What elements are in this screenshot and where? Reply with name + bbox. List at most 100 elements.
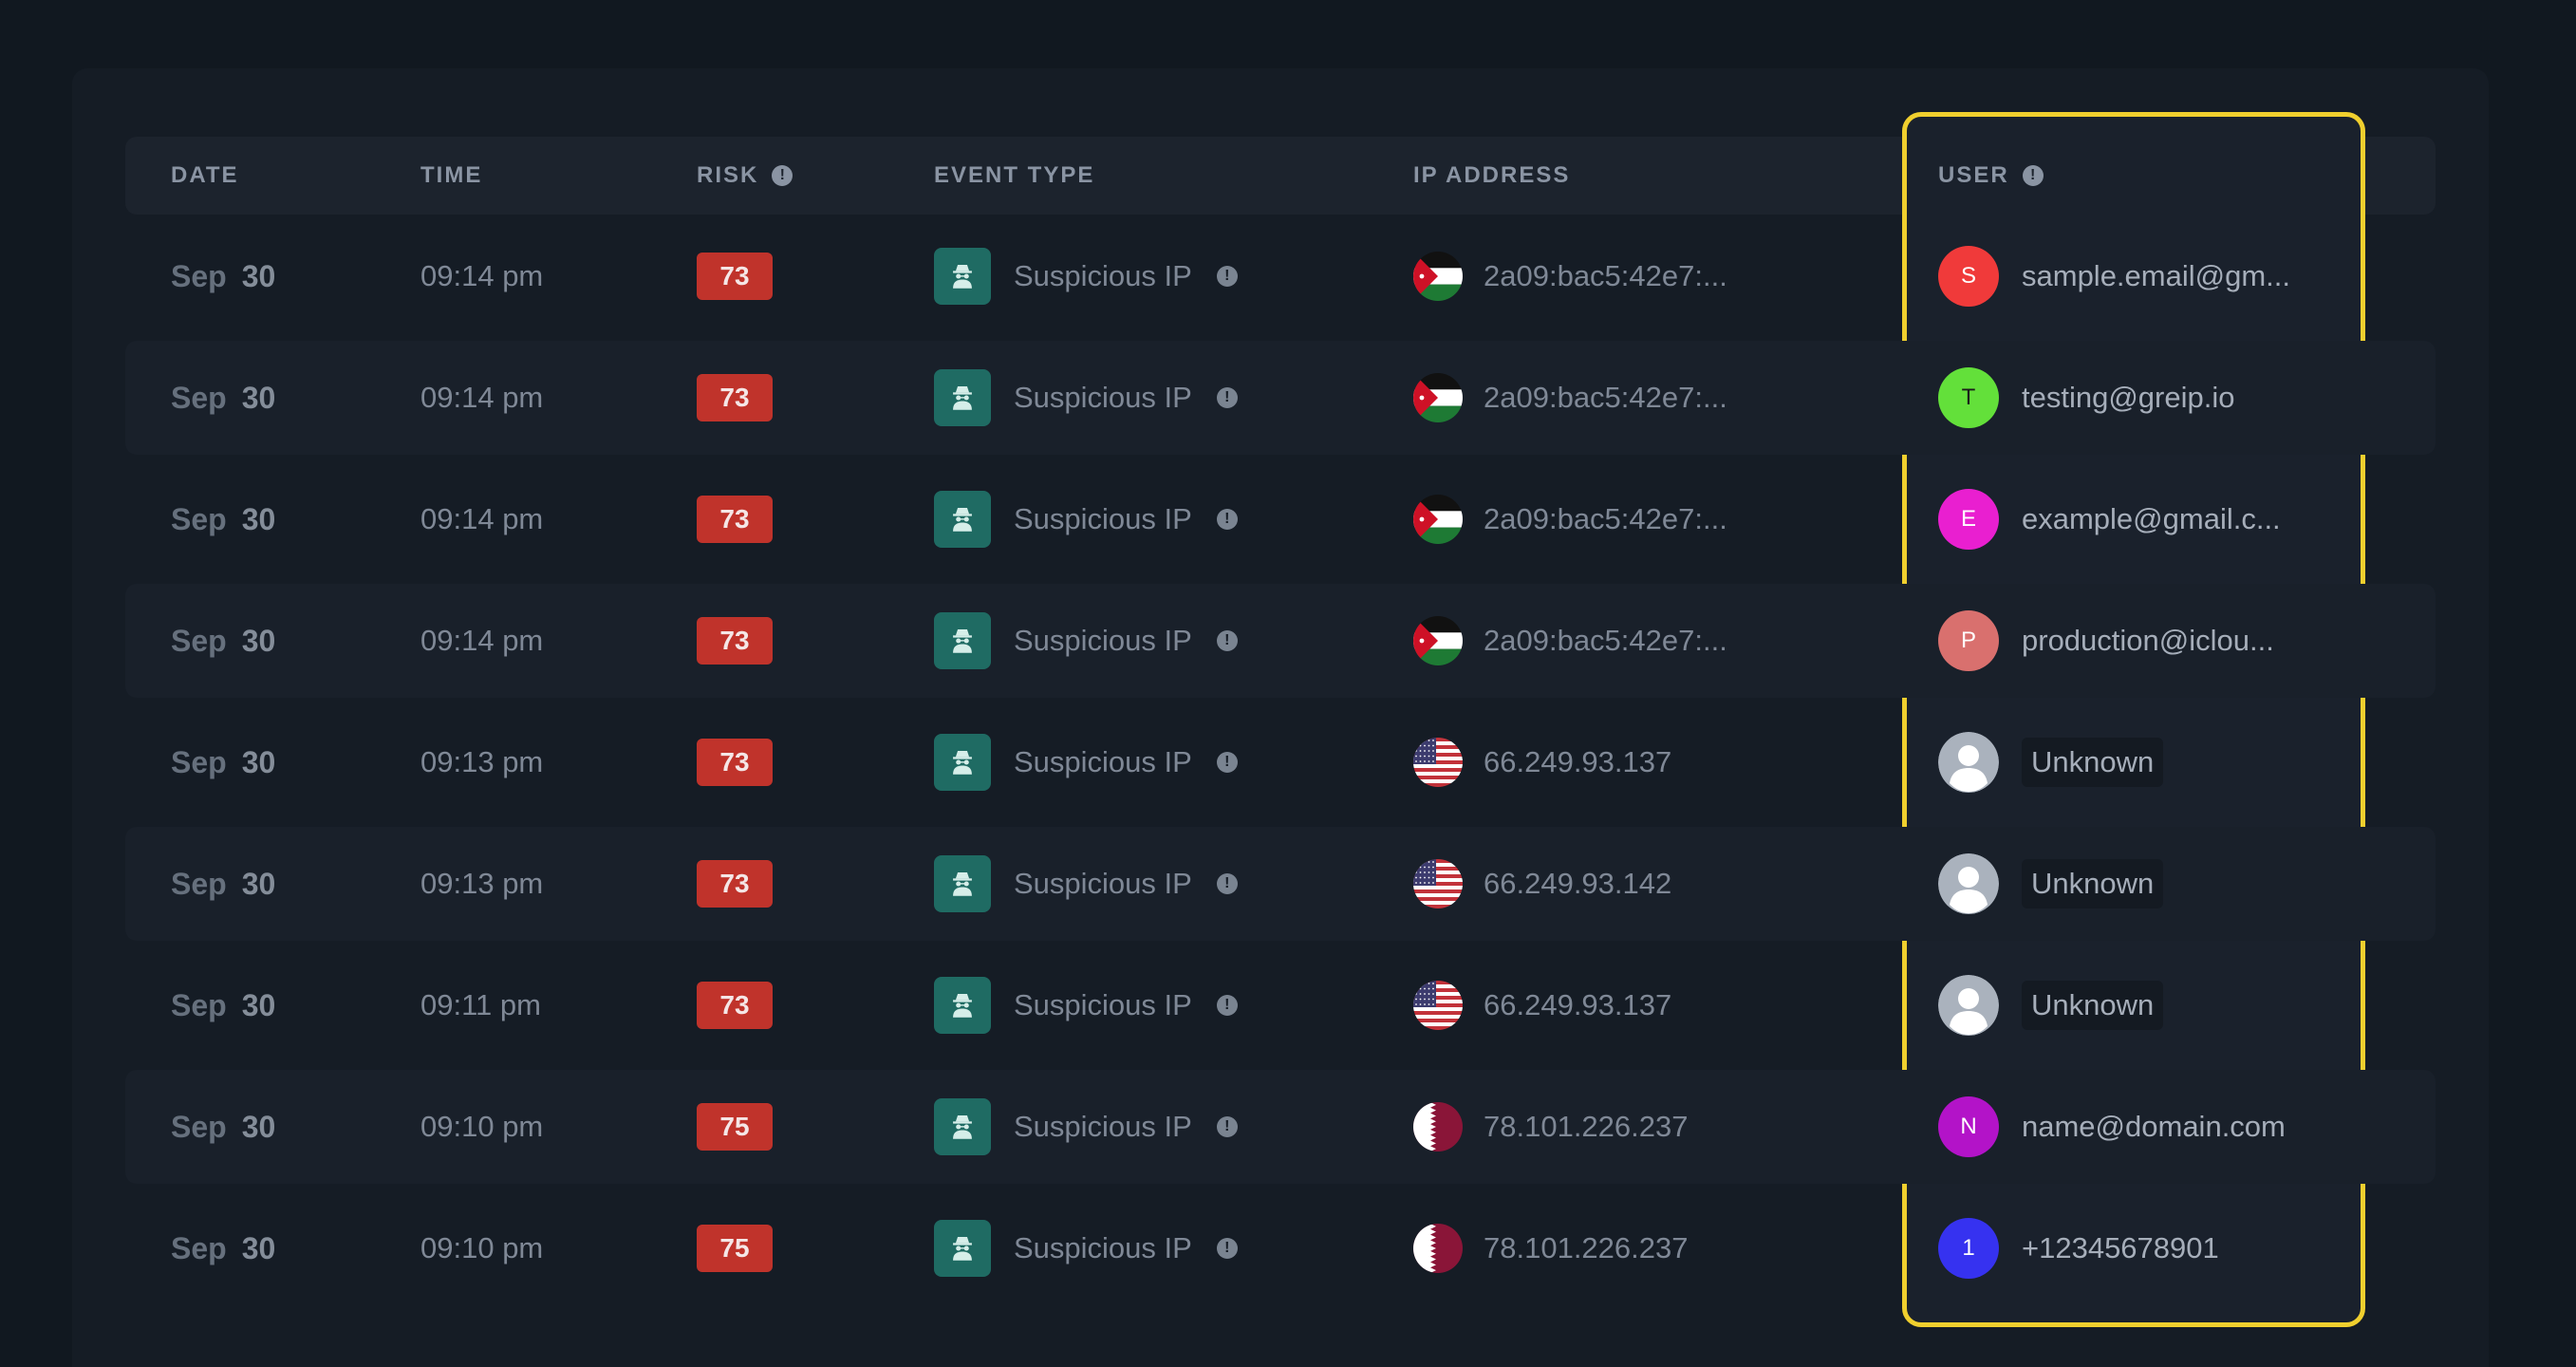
event-info-icon[interactable]: ! <box>1216 1238 1238 1259</box>
event-info-icon[interactable]: ! <box>1216 630 1238 651</box>
date-cell: Sep 30 <box>171 462 275 576</box>
date-cell: Sep 30 <box>171 827 275 941</box>
column-header-date[interactable]: DATE <box>171 137 239 215</box>
column-header-ip-address[interactable]: IP ADDRESS <box>1413 137 1570 215</box>
date-day: 30 <box>241 866 276 901</box>
column-header-event-type[interactable]: EVENT TYPE <box>934 137 1094 215</box>
spy-icon <box>934 977 991 1034</box>
ip-address-cell: 66.249.93.142 <box>1413 827 1671 941</box>
ip-address-text[interactable]: 78.101.226.237 <box>1484 1110 1689 1143</box>
date-month: Sep <box>171 1109 227 1144</box>
ip-address-text[interactable]: 66.249.93.142 <box>1484 867 1672 900</box>
event-type-label: Suspicious IP <box>1014 1110 1192 1143</box>
ip-address-cell: 66.249.93.137 <box>1413 948 1671 1062</box>
ip-address-cell: 66.249.93.137 <box>1413 705 1671 819</box>
ip-address-text[interactable]: 66.249.93.137 <box>1484 988 1672 1021</box>
risk-cell: 73 <box>697 827 773 941</box>
event-type-cell: Suspicious IP! <box>934 1191 1238 1305</box>
date-day: 30 <box>241 501 276 536</box>
risk-cell: 73 <box>697 341 773 455</box>
table-row[interactable] <box>125 584 2436 698</box>
risk-score-badge: 75 <box>697 1225 773 1272</box>
ip-address-cell: 2a09:bac5:42e7:... <box>1413 584 1727 698</box>
risk-score-badge: 75 <box>697 1103 773 1151</box>
date-day: 30 <box>241 623 276 658</box>
column-header-risk-label: RISK <box>697 162 759 188</box>
user-identifier[interactable]: example@gmail.c... <box>2022 502 2281 535</box>
user-cell: Unknown <box>1938 705 2164 819</box>
event-type-label: Suspicious IP <box>1014 745 1192 778</box>
risk-info-icon[interactable]: ! <box>772 165 793 186</box>
date-month: Sep <box>171 1230 227 1265</box>
user-identifier[interactable]: sample.email@gm... <box>2022 259 2290 292</box>
event-info-icon[interactable]: ! <box>1216 387 1238 408</box>
jordan-flag-icon <box>1413 495 1463 544</box>
jordan-flag-icon <box>1413 252 1463 301</box>
column-header-risk[interactable]: RISK ! <box>697 137 793 215</box>
ip-address-text[interactable]: 66.249.93.137 <box>1484 745 1672 778</box>
jordan-flag-icon <box>1413 373 1463 422</box>
unknown-user-label: Unknown <box>2022 738 2164 787</box>
date-month: Sep <box>171 866 227 901</box>
risk-cell: 75 <box>697 1191 773 1305</box>
user-identifier[interactable]: testing@greip.io <box>2022 381 2235 414</box>
user-cell: 1 +12345678901 <box>1938 1191 2219 1305</box>
ip-address-text[interactable]: 78.101.226.237 <box>1484 1231 1689 1264</box>
date-cell: Sep 30 <box>171 584 275 698</box>
column-header-date-label: DATE <box>171 162 239 188</box>
ip-address-text[interactable]: 2a09:bac5:42e7:... <box>1484 381 1727 414</box>
user-identifier[interactable]: name@domain.com <box>2022 1110 2286 1143</box>
event-type-cell: Suspicious IP! <box>934 584 1238 698</box>
date-month: Sep <box>171 623 227 658</box>
date-cell: Sep 30 <box>171 341 275 455</box>
ip-address-text[interactable]: 2a09:bac5:42e7:... <box>1484 502 1727 535</box>
ip-address-text[interactable]: 2a09:bac5:42e7:... <box>1484 624 1727 657</box>
event-info-icon[interactable]: ! <box>1216 509 1238 530</box>
user-identifier[interactable]: production@iclou... <box>2022 624 2274 657</box>
ip-address-cell: 2a09:bac5:42e7:... <box>1413 219 1727 333</box>
unknown-user-label: Unknown <box>2022 859 2164 908</box>
risk-cell: 73 <box>697 219 773 333</box>
ip-address-cell: 2a09:bac5:42e7:... <box>1413 462 1727 576</box>
column-header-time[interactable]: TIME <box>420 137 482 215</box>
event-type-cell: Suspicious IP! <box>934 341 1238 455</box>
risk-score-badge: 73 <box>697 982 773 1029</box>
event-type-cell: Suspicious IP! <box>934 219 1238 333</box>
risk-cell: 75 <box>697 1070 773 1184</box>
table-row[interactable] <box>125 341 2436 455</box>
event-type-label: Suspicious IP <box>1014 259 1192 292</box>
risk-score-badge: 73 <box>697 860 773 908</box>
event-type-cell: Suspicious IP! <box>934 705 1238 819</box>
spy-icon <box>934 855 991 912</box>
event-info-icon[interactable]: ! <box>1216 752 1238 773</box>
risk-score-badge: 73 <box>697 739 773 786</box>
spy-icon <box>934 248 991 305</box>
column-header-time-label: TIME <box>420 162 483 188</box>
column-header-user-label: USER <box>1938 162 2009 188</box>
event-type-label: Suspicious IP <box>1014 1231 1192 1264</box>
user-info-icon[interactable]: ! <box>2022 165 2044 186</box>
date-day: 30 <box>241 1230 276 1265</box>
user-cell: Unknown <box>1938 827 2164 941</box>
event-info-icon[interactable]: ! <box>1216 995 1238 1016</box>
ip-address-text[interactable]: 2a09:bac5:42e7:... <box>1484 259 1727 292</box>
column-header-user[interactable]: USER ! <box>1938 137 2044 215</box>
risk-score-badge: 73 <box>697 253 773 300</box>
event-info-icon[interactable]: ! <box>1216 266 1238 287</box>
event-info-icon[interactable]: ! <box>1216 873 1238 894</box>
event-type-label: Suspicious IP <box>1014 624 1192 657</box>
spy-icon <box>934 734 991 791</box>
event-info-icon[interactable]: ! <box>1216 1116 1238 1137</box>
date-day: 30 <box>241 987 276 1022</box>
event-type-label: Suspicious IP <box>1014 502 1192 535</box>
user-identifier[interactable]: +12345678901 <box>2022 1231 2219 1264</box>
time-cell: 09:14 pm <box>420 502 544 535</box>
table-row[interactable] <box>125 1070 2436 1184</box>
date-cell: Sep 30 <box>171 1191 275 1305</box>
qatar-flag-icon <box>1413 1102 1463 1152</box>
spy-icon <box>934 612 991 669</box>
ip-address-cell: 78.101.226.237 <box>1413 1191 1689 1305</box>
